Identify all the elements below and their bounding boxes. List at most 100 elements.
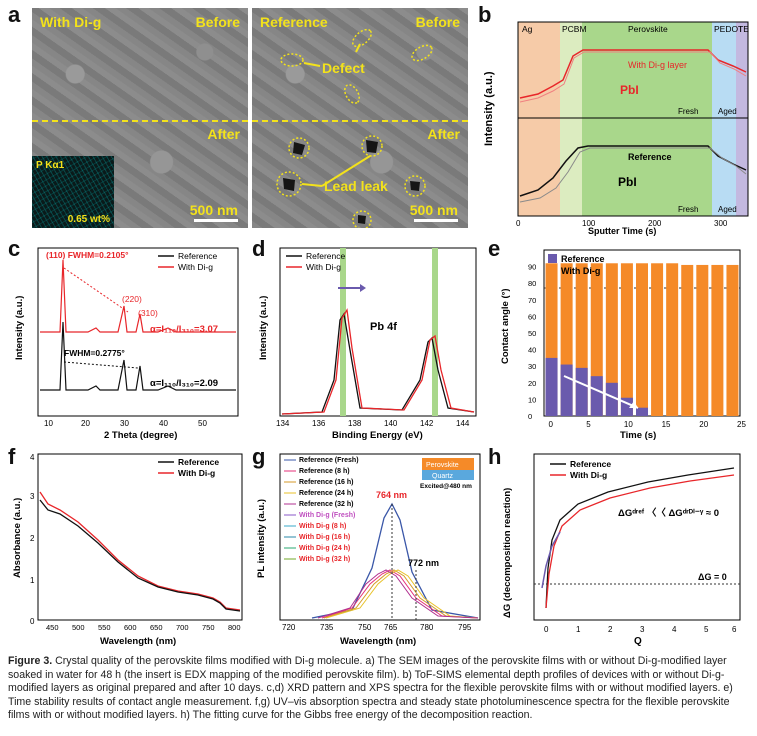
region-perovskite: Perovskite [628, 24, 668, 34]
h-xtick-6: 6 [732, 625, 737, 634]
scale-bar [194, 219, 238, 222]
c-xtick-4: 50 [198, 419, 207, 428]
c-ylabel: Intensity (a.u.) [14, 296, 25, 360]
g-legend-9: With Di-g (32 h) [299, 556, 350, 563]
region-pedot: PEDOT [714, 24, 743, 34]
e-legend-dig: With Di-g [561, 266, 600, 276]
f-ytick-3: 3 [30, 492, 35, 501]
e-ytick: 80 [528, 279, 536, 288]
sem-label-before: Before [195, 14, 240, 30]
c-peak-220: (220) [122, 294, 142, 304]
g-legend-3: Reference (24 h) [299, 490, 353, 497]
c-legend-ref: Reference [178, 251, 217, 261]
f-legend-dig: With Di-g [178, 468, 215, 478]
h-xtick-0: 0 [544, 625, 549, 634]
f-ytick-1: 1 [30, 576, 35, 585]
panel-f-letter: f [8, 444, 16, 469]
h-xlabel: Q [634, 636, 642, 647]
before-after-divider-ref [252, 120, 468, 122]
f-xtick-4: 650 [150, 623, 163, 632]
e-xtick: 5 [586, 420, 591, 429]
bar-with-dig [605, 263, 618, 416]
e-ytick: 90 [528, 263, 536, 272]
h-legend-ref: Reference [570, 459, 611, 469]
e-ytick: 50 [528, 329, 536, 338]
g-xtick-1: 735 [320, 623, 334, 632]
scale-bar-ref [414, 219, 458, 222]
g-peak2: 772 nm [408, 558, 439, 568]
panel-c-letter: c [8, 236, 21, 261]
c-ratio-bottom: α=I₁₁₀/I₃₁₀=2.09 [150, 378, 218, 389]
e-ytick: 0 [528, 412, 532, 421]
bar-reference [575, 367, 588, 416]
bar-with-dig [726, 264, 739, 416]
sem-label-after: After [207, 126, 240, 142]
f-ytick-2: 2 [30, 534, 35, 543]
defect-label: Defect [322, 60, 365, 76]
bar-reference [605, 382, 618, 416]
top-title: With Di-g layer [628, 60, 687, 70]
legend-fresh-top: Fresh [678, 107, 698, 116]
g-quartz: Quartz [432, 473, 454, 480]
lead-leak-label: Lead leak [324, 178, 388, 194]
d-ylabel: Intensity (a.u.) [258, 296, 269, 360]
panel-g-letter: g [252, 444, 266, 469]
scale-bar-label: 500 nm [189, 202, 238, 218]
b-xtick-3: 300 [714, 219, 728, 228]
g-legend-6: With Di-g (8 h) [299, 523, 346, 530]
h-ylabel: ΔG (decomposition reaction) [502, 488, 513, 618]
e-legend-ref: Reference [561, 254, 605, 264]
region-pcbm: PCBM [562, 24, 587, 34]
contact-angle-chart: Reference With Di-g Contact angle (°) Ti… [500, 249, 746, 440]
f-xtick-6: 750 [202, 623, 215, 632]
f-xlabel: Wavelength (nm) [100, 636, 176, 647]
bar-with-dig [666, 263, 679, 416]
ion-top: PbI [620, 83, 639, 97]
d-legend-dig: With Di-g [306, 262, 341, 272]
d-xtick-2: 138 [348, 419, 362, 428]
g-peak1: 764 nm [376, 490, 407, 500]
h-eq: ΔGᵈʳᵉᶠ 〈〈 ΔGᵈʳᴰⁱ⁻ᵞ ≈ 0 [618, 507, 719, 519]
tof-sims-chart: Ag PCBM Perovskite PEDOT TE With Di-g la… [483, 21, 749, 236]
e-xtick: 25 [737, 420, 746, 429]
e-xtick: 20 [699, 420, 708, 429]
bar-with-dig [711, 264, 724, 416]
f-xtick-3: 600 [124, 623, 137, 632]
bar-reference [560, 364, 573, 416]
d-xtick-4: 142 [420, 419, 434, 428]
figure-caption: Figure 3. Crystal quality of the perovsk… [8, 655, 750, 723]
g-xtick-3: 765 [384, 623, 398, 632]
b-xtick-0: 0 [516, 219, 521, 228]
g-ylabel: PL intensity (a.u.) [256, 499, 267, 578]
b-ylabel: Intensity (a.u.) [483, 71, 495, 146]
panel-b-letter: b [478, 2, 492, 27]
g-legend-8: With Di-g (24 h) [299, 545, 350, 552]
caption-lead: Figure 3. [8, 655, 53, 667]
b-xlabel: Sputter Time (s) [588, 226, 656, 236]
f-xtick-5: 700 [176, 623, 189, 632]
d-xtick-3: 140 [384, 419, 398, 428]
bar-reference [636, 407, 648, 416]
h-zero: ΔG = 0 [698, 572, 727, 582]
bar-reference [545, 357, 558, 416]
bar-reference [590, 376, 603, 416]
b-xtick-2: 200 [648, 219, 662, 228]
pl-chart: 764 nm 772 nm Perovskite Quartz Excited@… [256, 453, 481, 647]
sem-image-reference: Reference Before After Defect Lead leak … [252, 8, 468, 228]
g-xtick-2: 750 [358, 623, 372, 632]
f-ytick-0: 0 [30, 617, 35, 626]
c-fwhm-top: (110) FWHM=0.2105° [46, 250, 129, 260]
f-ylabel: Absorbance (a.u.) [12, 498, 23, 578]
c-fwhm-bottom: FWHM=0.2775° [64, 348, 125, 358]
panel-e-letter: e [488, 236, 501, 261]
g-excited: Excited@480 nm [420, 483, 472, 490]
c-xtick-3: 40 [159, 419, 168, 428]
h-xtick-5: 5 [704, 625, 709, 634]
g-xtick-5: 795 [458, 623, 472, 632]
bar-with-dig [636, 263, 648, 416]
sem-label-reference: Reference [260, 14, 328, 30]
bar-with-dig [620, 263, 633, 416]
before-after-divider [32, 120, 248, 122]
g-legend-0: Reference (Fresh) [299, 457, 359, 464]
panel-a-letter: a [8, 2, 21, 27]
